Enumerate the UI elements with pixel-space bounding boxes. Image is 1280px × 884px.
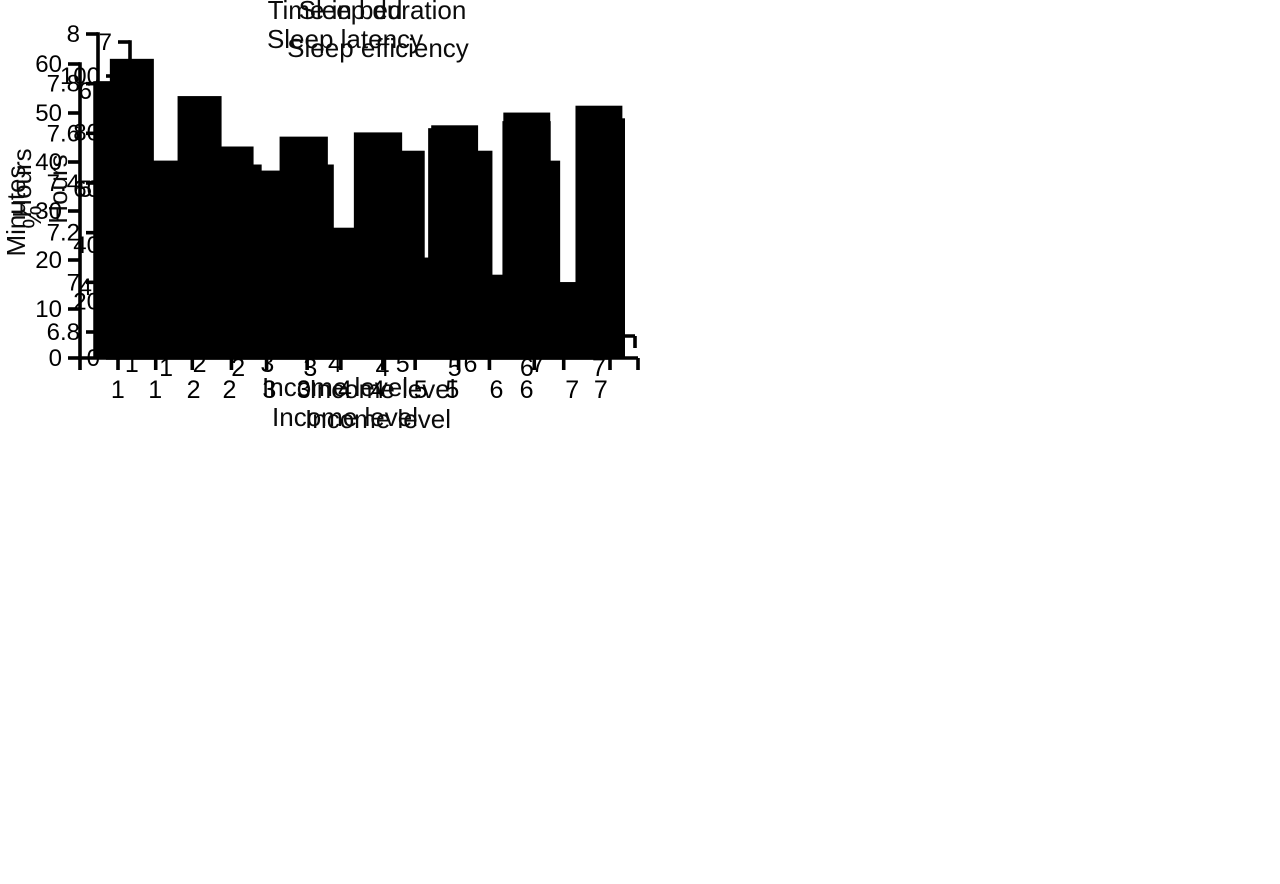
x-tick-label: 5: [414, 376, 428, 404]
x-tick-label: 6: [489, 376, 503, 404]
y-tick-label: 7.6: [47, 120, 80, 147]
y-tick-label: 8: [67, 21, 80, 48]
chart-title: Sleep efficiency: [287, 33, 469, 63]
x-tick-label: 1: [111, 376, 125, 404]
y-tick-label: 7.8: [47, 71, 80, 98]
x-axis-label: Income level: [305, 404, 451, 434]
x-axis-label: Income level: [262, 372, 408, 402]
y-tick-label: 7: [99, 29, 112, 56]
x-tick-label: 7: [594, 376, 608, 404]
chart-title: Time in bed: [267, 0, 403, 25]
y-tick-label: 40: [73, 232, 100, 259]
y-tick-label: 60: [73, 176, 100, 203]
bar: [576, 118, 625, 358]
x-tick-label: 5: [445, 376, 459, 404]
x-tick-label: 6: [520, 354, 534, 382]
y-tick-label: 80: [73, 119, 100, 146]
chart-title: Sleep duration: [298, 0, 467, 25]
bar: [205, 146, 254, 358]
x-tick-label: 3: [297, 376, 311, 404]
y-tick-label: 20: [73, 289, 100, 316]
x-tick-label: 7: [565, 376, 579, 404]
chart-title: Sleep latency: [266, 24, 424, 54]
y-tick-label: 10: [35, 296, 62, 323]
x-tick-label: 1: [148, 376, 162, 404]
chart-sleep-efficiency: 0 20 40 60 80 100 1 2 3 4 5 6 7 Sleep efficiency % I…: [0, 0, 640, 442]
y-tick-label: 60: [35, 51, 62, 78]
y-axis-label: %: [17, 205, 47, 229]
y-tick-label: 7.2: [47, 220, 80, 247]
x-tick-label: 4: [371, 376, 385, 404]
y-tick-label: 100: [60, 63, 100, 90]
x-axis-label: Income level: [272, 402, 418, 432]
y-tick-label: 20: [35, 247, 62, 274]
bar: [353, 132, 403, 358]
x-tick-label: 2: [222, 376, 236, 404]
x-tick-label: 3: [262, 376, 276, 404]
y-tick-label: 30: [35, 198, 62, 225]
x-tick-label: 7: [592, 354, 606, 382]
x-tick-label: 6: [520, 376, 534, 404]
x-axis-label: Income level: [309, 374, 456, 404]
bar: [279, 136, 328, 358]
x-tick-label: 2: [231, 354, 245, 382]
y-tick-label: 6.8: [47, 319, 80, 346]
y-tick-label: 40: [35, 149, 62, 176]
bar: [428, 128, 477, 358]
x-tick-label: 4: [338, 376, 352, 404]
x-tick-label: 1: [159, 354, 173, 382]
y-tick-label: 0: [87, 345, 100, 372]
bar: [131, 160, 180, 358]
y-tick-label: 50: [35, 100, 62, 127]
x-tick-label: 2: [187, 376, 201, 404]
y-tick-label: 7.4: [47, 170, 80, 197]
bar: [502, 121, 551, 359]
y-tick-label: 7: [67, 269, 80, 296]
y-tick-label: 0: [49, 345, 62, 372]
